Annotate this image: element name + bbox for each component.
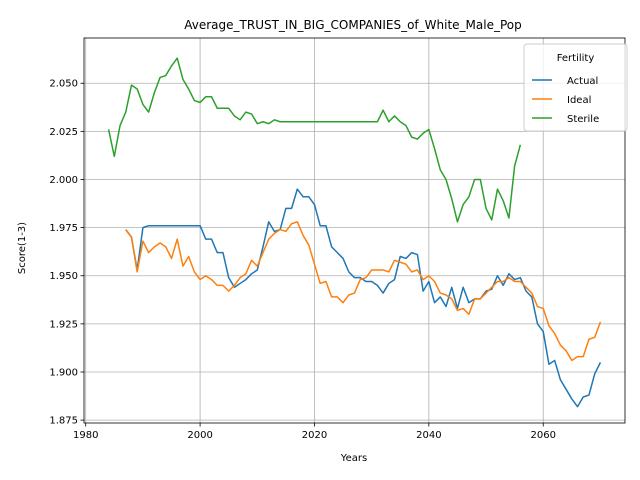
legend-label-actual: Actual [567,76,598,87]
series-line-actual [125,188,602,408]
y-tick-label: 2.050 [49,79,78,90]
plot-area-frame [83,37,626,424]
legend-title: Fertility [557,53,595,64]
x-axis-ticks: 1980 2000 2020 2040 2060 [73,423,556,441]
x-tick-label: 2000 [187,430,212,441]
y-axis-label: Score(1-3) [17,222,28,274]
legend-box [523,43,628,132]
y-tick-label: 2.000 [49,175,78,186]
x-tick-label: 2040 [416,430,441,441]
y-tick-label: 1.950 [49,271,78,282]
x-tick-label: 2020 [302,430,327,441]
series-lines [107,57,602,408]
series-line-sterile [107,57,522,223]
x-axis-label: Years [340,453,367,464]
y-tick-label: 2.025 [49,127,78,138]
y-tick-label: 1.925 [49,319,78,330]
legend: Fertility Actual Ideal Sterile [523,43,628,132]
x-tick-label: 2060 [530,430,555,441]
y-axis-ticks: 1.875 1.900 1.925 1.950 1.975 2.000 2.025 2.050 [49,79,84,427]
chart-title: Average_TRUST_IN_BIG_COMPANIES_of_White_… [184,18,521,32]
grid-lines [84,38,625,423]
legend-label-ideal: Ideal [567,95,591,106]
x-tick-label: 1980 [73,430,98,441]
y-tick-label: 1.900 [49,367,78,378]
legend-items: Actual Ideal Sterile [532,76,599,125]
y-tick-label: 1.875 [49,416,78,427]
y-tick-label: 1.975 [49,223,78,234]
series-line-ideal [125,221,602,362]
legend-label-sterile: Sterile [567,114,599,125]
